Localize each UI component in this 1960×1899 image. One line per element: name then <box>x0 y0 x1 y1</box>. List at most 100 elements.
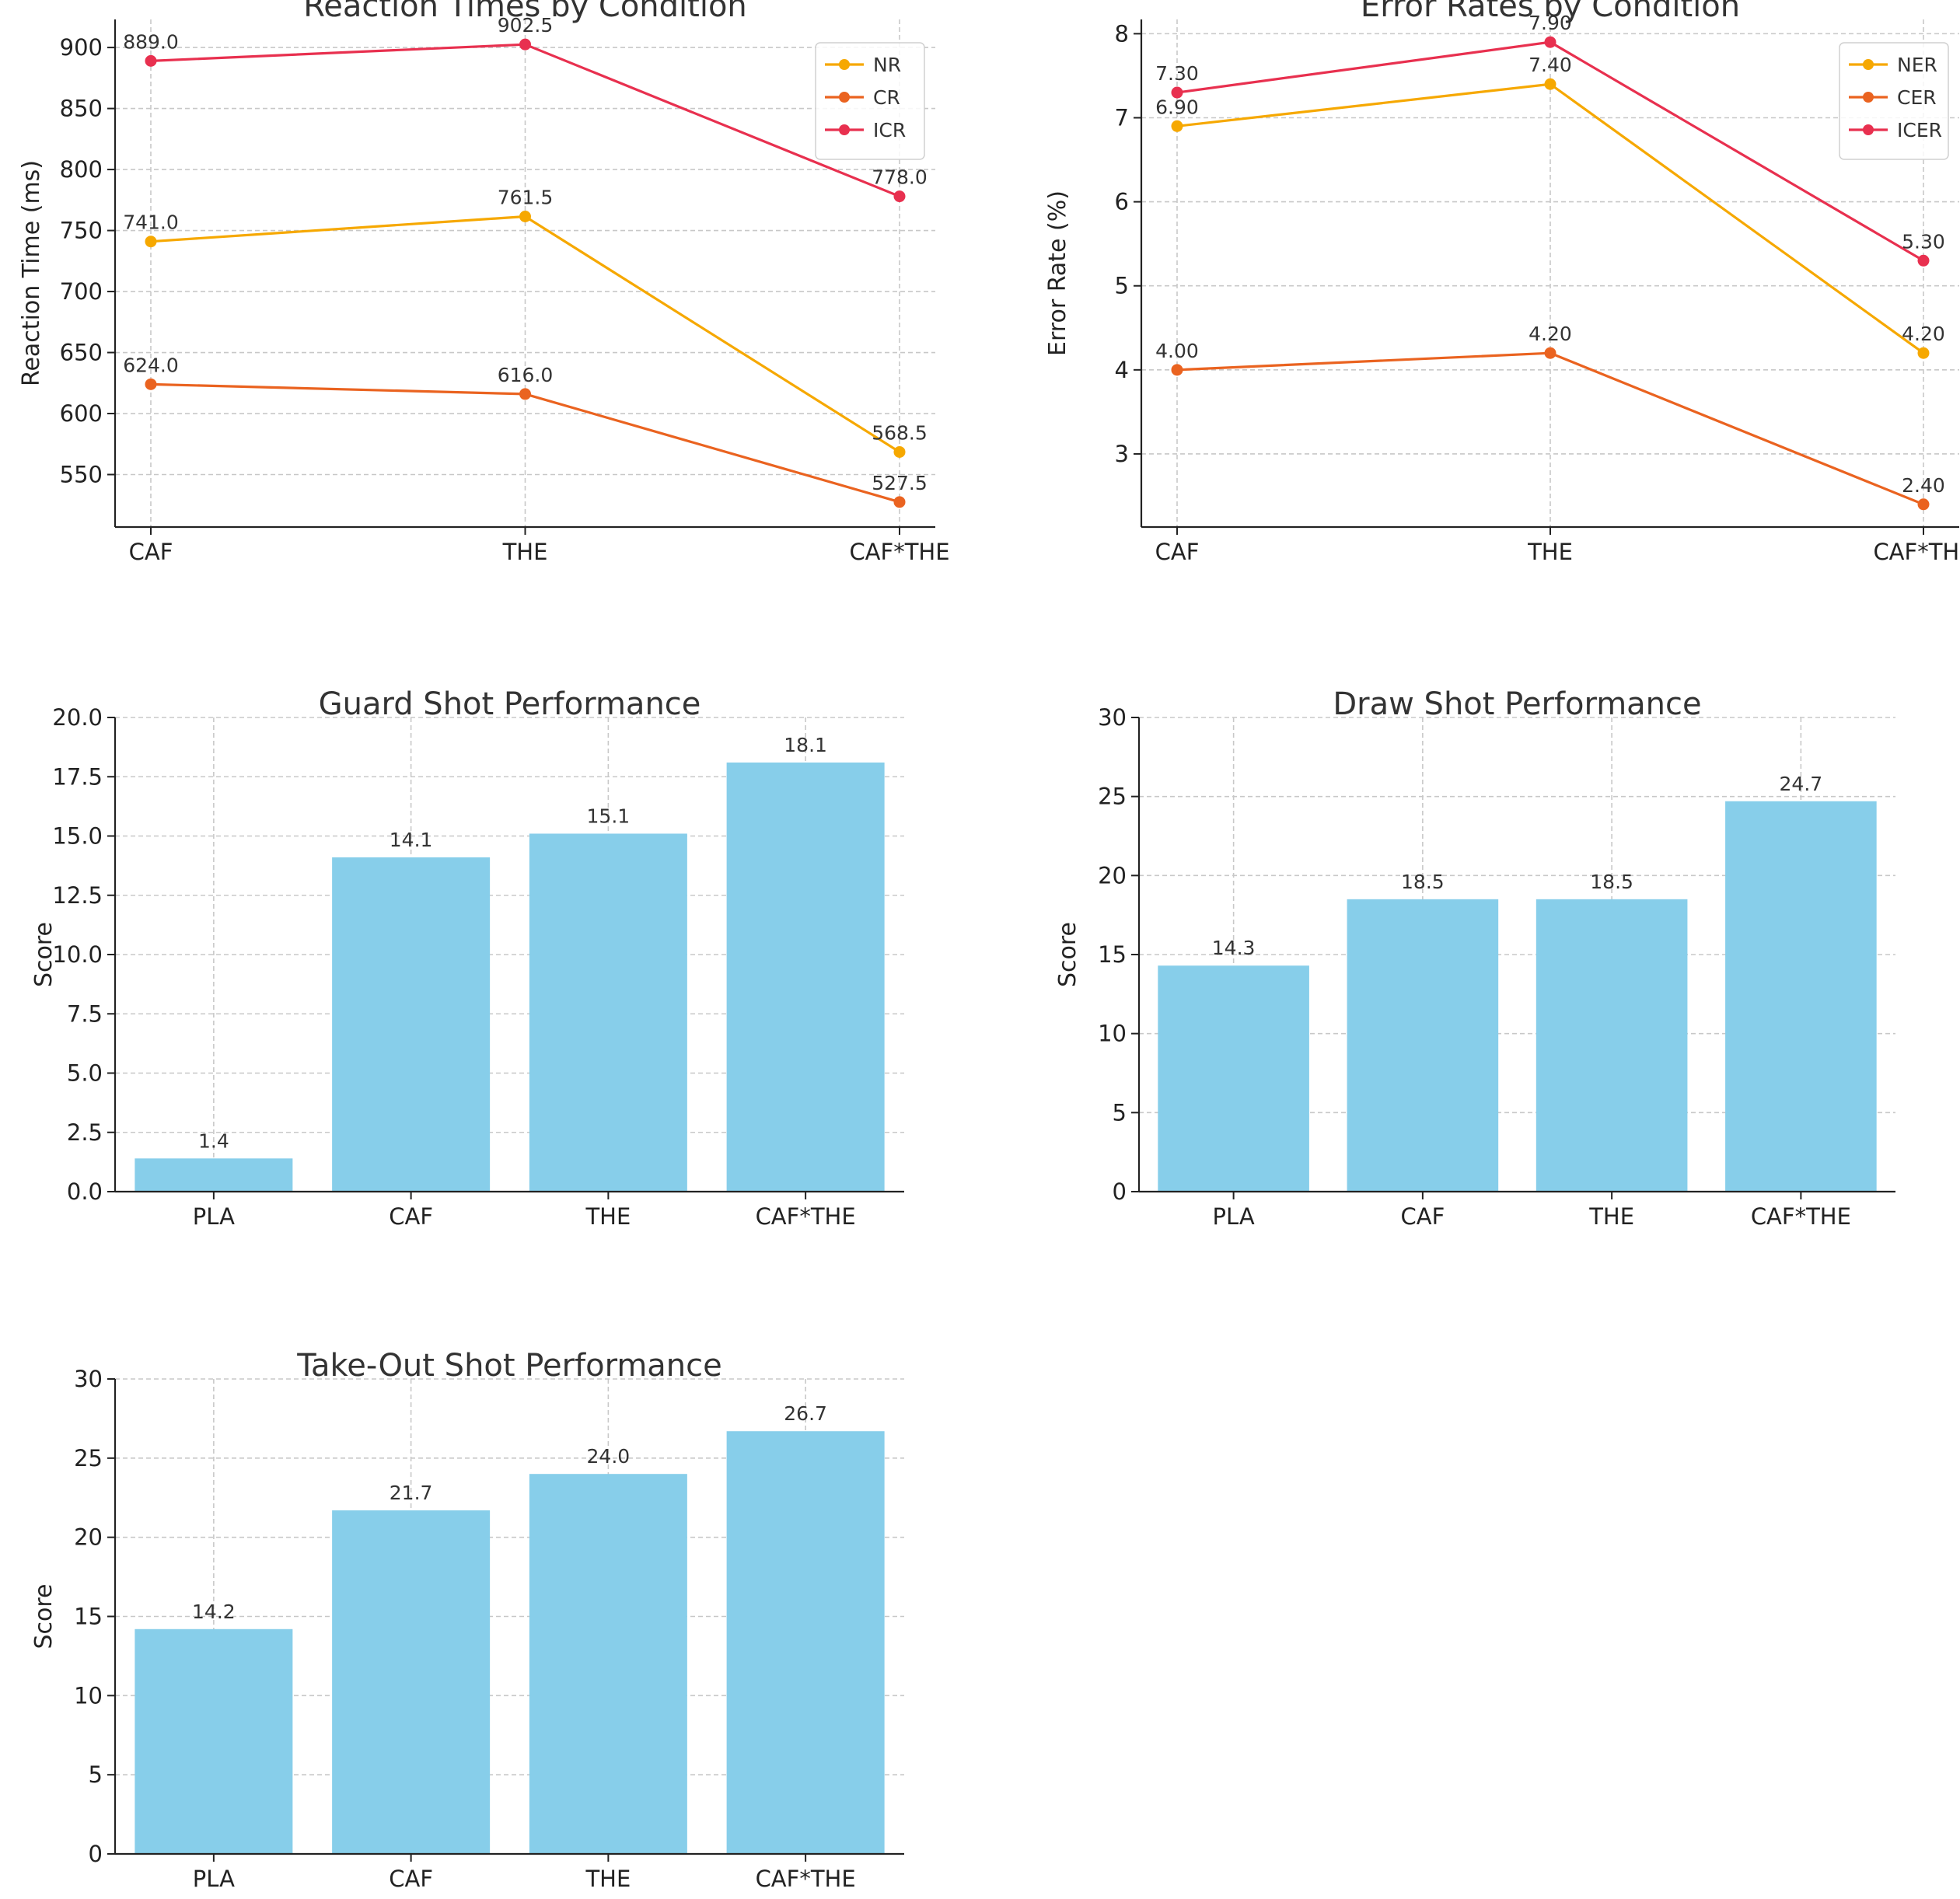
y-tick-label: 15 <box>1098 941 1127 968</box>
chart-3: 0.0 2.5 5.0 7.5 10.0 12.5 15.0 17.5 20.0 PLA CAF TH… <box>30 686 904 1230</box>
legend <box>815 42 925 160</box>
bar-value-label: 26.7 <box>784 1402 827 1425</box>
bar-caf <box>1347 899 1499 1192</box>
y-axis-label: Score <box>30 922 58 987</box>
data-point-nr <box>519 211 531 223</box>
y-tick-label: 800 <box>60 156 103 183</box>
y-tick-label: 10.0 <box>52 941 103 968</box>
data-label: 741.0 <box>123 211 179 234</box>
legend-marker-ner <box>1863 59 1874 70</box>
bar-caf-the <box>726 1431 885 1854</box>
chart-title: Take-Out Shot Performance <box>296 1348 722 1384</box>
x-tick-label: CAF <box>389 1866 433 1892</box>
data-label: 889.0 <box>123 30 179 53</box>
y-tick-label: 12.5 <box>52 882 103 909</box>
y-tick-label: 600 <box>60 400 103 427</box>
bar-value-label: 24.0 <box>587 1445 631 1468</box>
chart-title: Error Rates by Condition <box>1361 0 1740 24</box>
y-tick-label: 0 <box>89 1841 103 1867</box>
y-axis-label: Error Rate (%) <box>1044 190 1071 356</box>
chart-title: Draw Shot Performance <box>1333 686 1701 722</box>
bar-caf-the <box>1725 801 1877 1192</box>
y-tick-label: 15 <box>74 1604 103 1630</box>
bar-pla <box>135 1628 293 1854</box>
data-label: 4.20 <box>1902 323 1945 345</box>
bar-value-label: 14.3 <box>1212 937 1256 959</box>
legend-label-icer: ICER <box>1897 119 1942 141</box>
y-tick-label: 0.0 <box>67 1178 103 1205</box>
data-point-nr <box>893 445 906 458</box>
legend-label-icr: ICR <box>873 119 906 141</box>
bar-value-label: 15.1 <box>587 805 631 827</box>
y-tick-label: 550 <box>60 462 103 488</box>
y-tick-label: 7.5 <box>67 1000 103 1027</box>
data-label: 902.5 <box>498 14 554 37</box>
x-tick-label: CAF*THE <box>1751 1203 1851 1230</box>
data-point-cr <box>893 496 906 508</box>
chart-5: 0 5 10 15 20 25 30 PLA CAF THE CAF*THE 14.2 21.7 24.0… <box>30 1348 904 1892</box>
y-tick-label: 30 <box>1098 704 1127 731</box>
y-tick-label: 0 <box>1113 1178 1127 1205</box>
chart-title: Reaction Times by Condition <box>303 0 747 24</box>
data-point-cr <box>519 388 531 400</box>
bar-the <box>529 833 687 1192</box>
data-point-cer <box>1171 364 1183 376</box>
y-tick-label: 30 <box>74 1366 103 1392</box>
bar-the <box>529 1474 687 1854</box>
y-tick-label: 25 <box>1098 784 1127 810</box>
x-tick-label: PLA <box>193 1203 235 1230</box>
y-axis-label: Reaction Time (ms) <box>18 160 45 386</box>
x-tick-label: PLA <box>193 1866 235 1892</box>
x-tick-label: CAF <box>129 539 173 565</box>
y-tick-label: 10 <box>1098 1021 1127 1047</box>
data-point-nr <box>145 236 157 248</box>
data-label: 527.5 <box>872 472 928 494</box>
data-label: 624.0 <box>123 354 179 376</box>
bar-value-label: 24.7 <box>1780 773 1823 795</box>
data-label: 778.0 <box>872 166 928 189</box>
data-label: 616.0 <box>498 364 554 386</box>
x-tick-label: CAF <box>1155 539 1200 565</box>
legend-marker-cr <box>839 92 850 103</box>
y-tick-label: 650 <box>60 340 103 366</box>
x-tick-label: CAF*THE <box>1873 539 1960 565</box>
bar-value-label: 1.4 <box>198 1129 229 1152</box>
data-label: 7.40 <box>1529 54 1572 76</box>
data-label: 761.5 <box>498 187 554 209</box>
y-tick-label: 20 <box>74 1524 103 1551</box>
x-tick-label: CAF <box>389 1203 433 1230</box>
data-label: 4.00 <box>1155 340 1199 362</box>
data-point-cr <box>145 378 157 390</box>
data-point-icer <box>1544 36 1556 48</box>
chart-4: 0 5 10 15 20 25 30 PLA CAF THE CAF*THE 14.3 18.5 18.5… <box>1054 686 1895 1230</box>
bar-value-label: 18.5 <box>1590 871 1633 893</box>
y-tick-label: 25 <box>74 1445 103 1471</box>
legend-label-cr: CR <box>873 86 900 109</box>
legend-marker-icer <box>1863 124 1874 135</box>
y-tick-label: 850 <box>60 96 103 122</box>
data-point-ner <box>1171 120 1183 132</box>
legend-marker-nr <box>839 59 850 70</box>
y-tick-label: 10 <box>74 1682 103 1709</box>
y-tick-label: 3 <box>1115 441 1129 467</box>
bar-value-label: 21.7 <box>390 1482 433 1504</box>
chart-title: Guard Shot Performance <box>319 686 701 722</box>
legend-label-nr: NR <box>873 54 901 76</box>
x-tick-label: THE <box>502 539 548 565</box>
data-point-cer <box>1917 498 1930 511</box>
y-tick-label: 900 <box>60 34 103 61</box>
y-tick-label: 700 <box>60 278 103 305</box>
legend-label-ner: NER <box>1897 54 1937 76</box>
y-tick-label: 2.5 <box>67 1119 103 1146</box>
y-tick-label: 5.0 <box>67 1060 103 1087</box>
x-tick-label: PLA <box>1213 1203 1255 1230</box>
y-tick-label: 5 <box>1115 273 1129 299</box>
x-tick-label: THE <box>1527 539 1573 565</box>
data-label: 5.30 <box>1902 230 1945 253</box>
chart-2: 3 4 5 6 7 8 CAF THE CAF*THE 6.90 7.40 4.20 4.00 4.20 2… <box>1044 0 1960 565</box>
data-point-ner <box>1544 78 1556 90</box>
data-label: 2.40 <box>1902 474 1945 497</box>
y-tick-label: 20.0 <box>52 704 103 731</box>
legend-label-cer: CER <box>1897 86 1937 109</box>
